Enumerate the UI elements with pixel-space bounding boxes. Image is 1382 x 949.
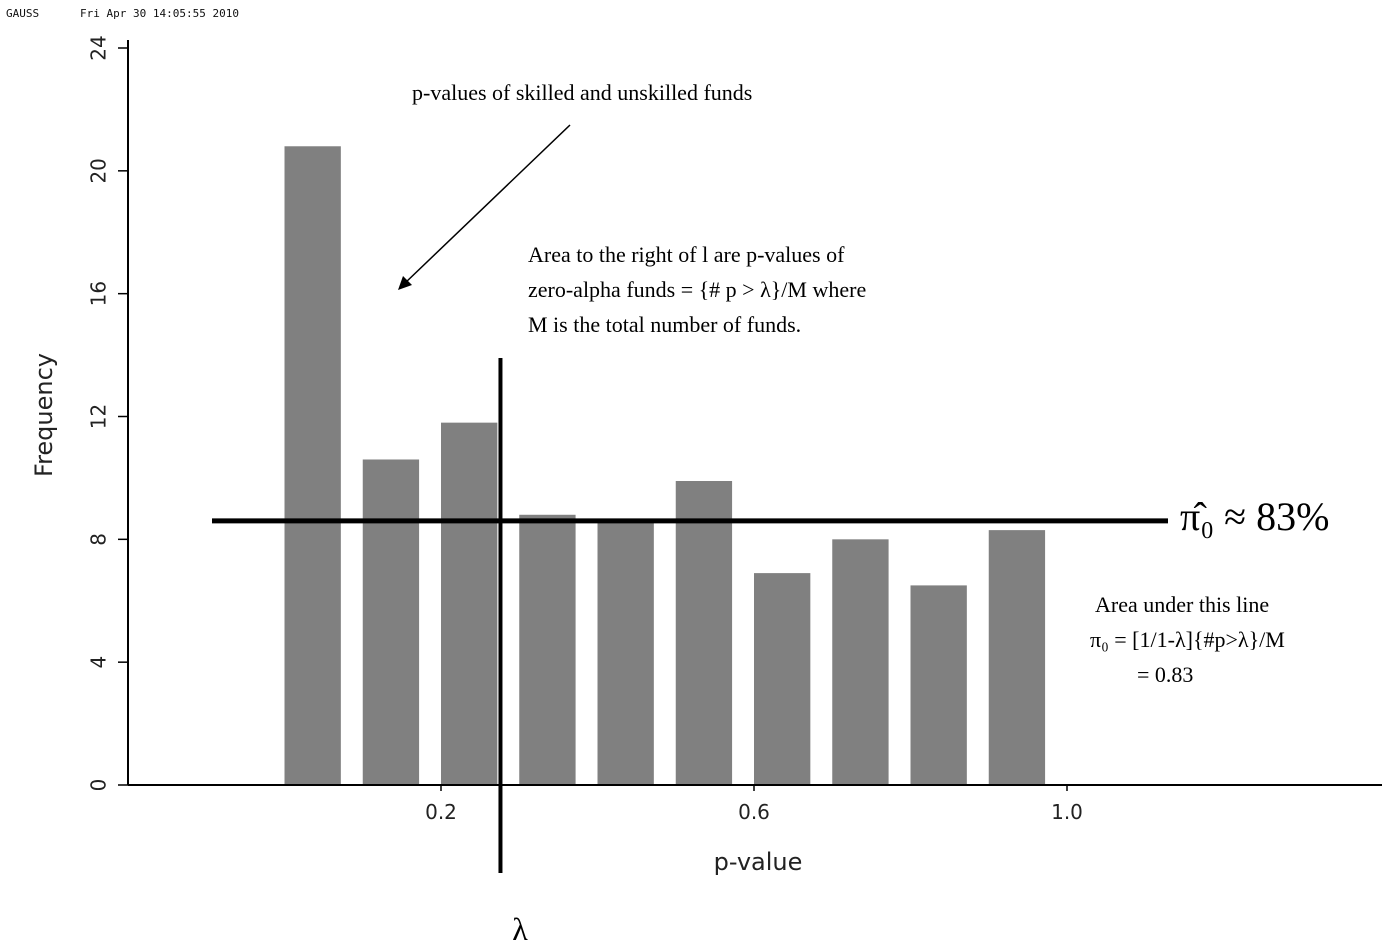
bar: [362, 459, 420, 785]
y-axis-label: Frequency: [30, 353, 58, 477]
y-tick-label: 16: [87, 281, 111, 306]
bar: [441, 422, 498, 785]
annotation: p-values of skilled and unskilled funds: [412, 80, 752, 105]
bar: [832, 539, 889, 785]
bar: [597, 520, 654, 785]
y-tick-label: 8: [87, 533, 111, 546]
header-timestamp: Fri Apr 30 14:05:55 2010: [80, 7, 239, 20]
y-tick-label: 0: [87, 779, 111, 792]
x-tick-label: 0.6: [738, 800, 770, 824]
y-tick-label: 20: [87, 158, 111, 183]
bar: [284, 146, 341, 785]
annotation: π̂₀ ≈ 83%: [1180, 494, 1329, 539]
bar: [519, 514, 576, 785]
annotation: Area to the right of l are p-values of: [528, 242, 845, 267]
bar: [910, 585, 967, 785]
y-tick-label: 12: [87, 404, 111, 429]
annotation: M is the total number of funds.: [528, 312, 801, 337]
annotation: Area under this line: [1095, 592, 1269, 617]
x-axis-label: p-value: [714, 848, 803, 876]
lambda-label: λ: [512, 911, 528, 947]
arrow-head: [398, 276, 412, 290]
y-tick-label: 4: [87, 656, 111, 669]
annotation: = 0.83: [1137, 662, 1193, 687]
arrow: [403, 124, 571, 285]
header-program: GAUSS: [6, 7, 39, 20]
bar: [988, 530, 1046, 785]
annotation: π₀ = [1/1-λ]{#p>λ}/M: [1090, 627, 1285, 652]
bar: [675, 480, 733, 785]
y-tick-label: 24: [87, 35, 111, 60]
x-tick-label: 1.0: [1051, 800, 1083, 824]
x-tick-label: 0.2: [425, 800, 457, 824]
annotation: zero-alpha funds = {# p > λ}/M where: [528, 277, 866, 302]
bar: [754, 573, 811, 785]
